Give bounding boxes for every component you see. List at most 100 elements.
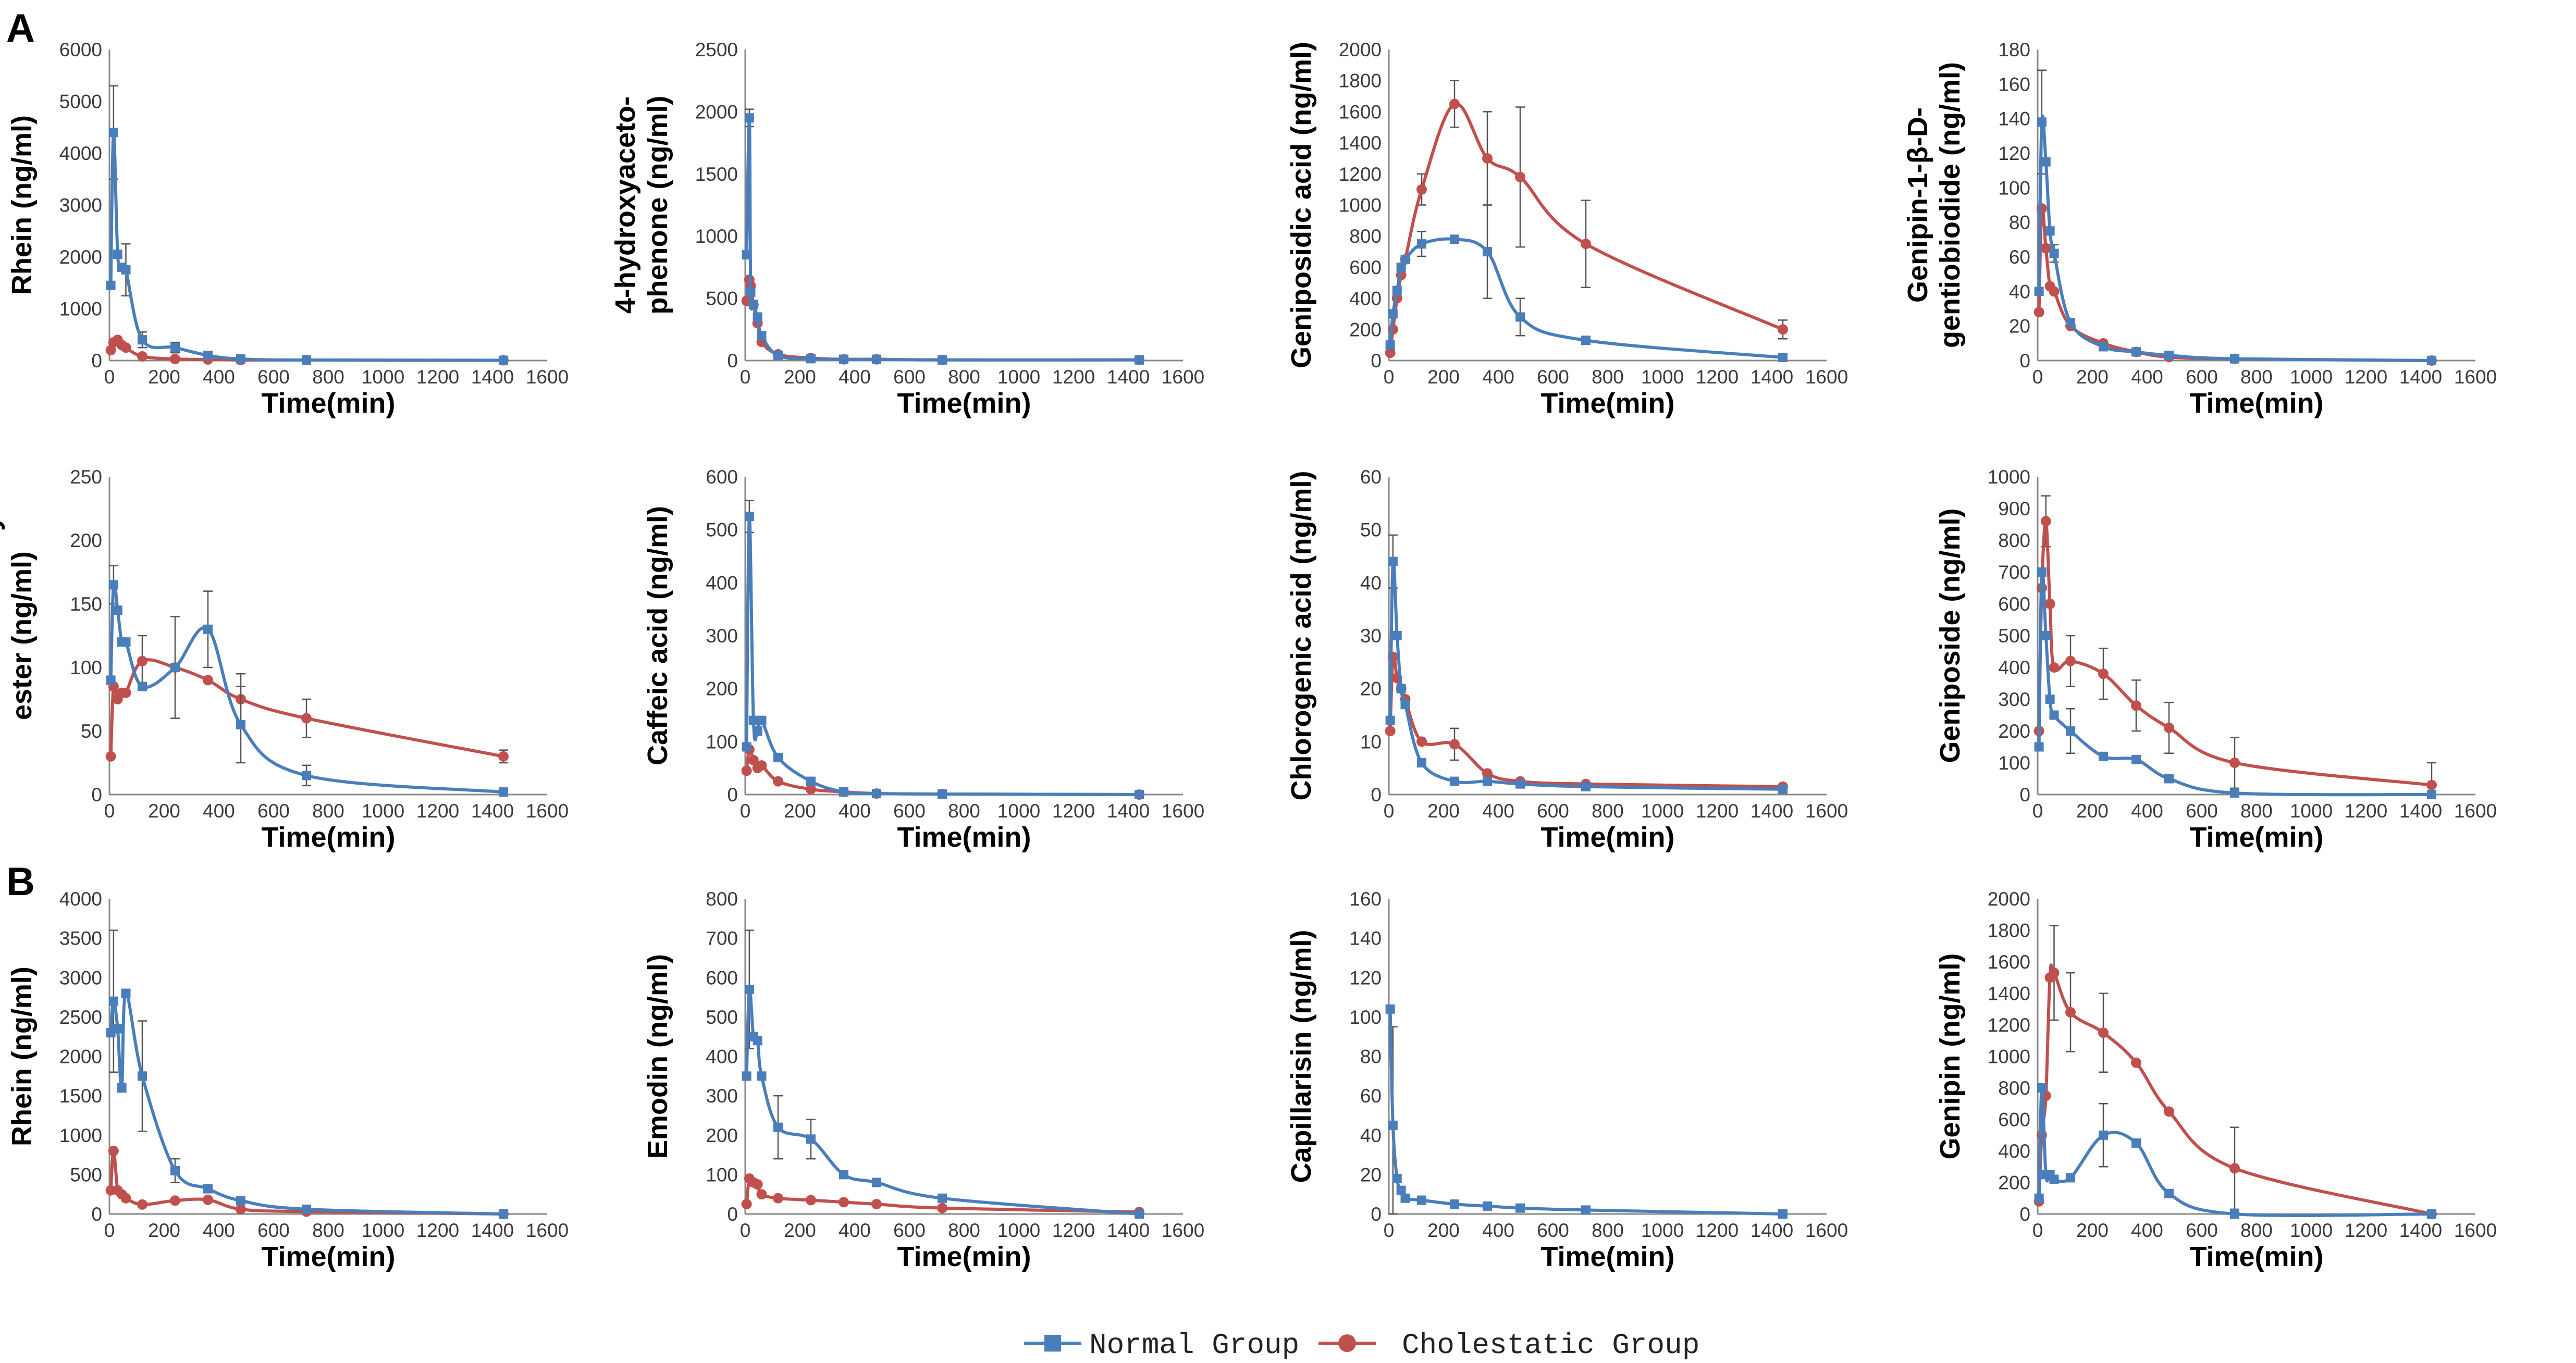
y-axis-title: Rhein (ng/ml) xyxy=(6,115,38,295)
x-tick-label: 1000 xyxy=(362,1220,404,1241)
y-tick-label: 1500 xyxy=(59,1085,102,1107)
x-tick-label: 600 xyxy=(2186,800,2218,822)
series-normal-group xyxy=(1385,1004,1788,1219)
data-point xyxy=(2065,655,2076,666)
data-point xyxy=(1417,758,1426,767)
x-tick-label: 600 xyxy=(257,1220,290,1241)
y-tick-label: 140 xyxy=(1998,108,2030,130)
x-tick-label: 1400 xyxy=(1751,800,1793,822)
y-tick-label: 140 xyxy=(1349,928,1382,949)
x-tick-label: 600 xyxy=(257,800,290,822)
data-point xyxy=(1515,312,1525,322)
y-tick-label: 600 xyxy=(1998,1109,2030,1131)
x-tick-label: 1600 xyxy=(1805,366,1848,388)
y-tick-label: 1400 xyxy=(1339,132,1382,154)
data-point xyxy=(498,751,509,762)
x-tick-label: 1200 xyxy=(416,800,459,822)
data-point xyxy=(1385,1004,1395,1014)
data-point xyxy=(2131,754,2141,764)
x-tick-label: 1600 xyxy=(526,800,569,822)
y-tick-label: 0 xyxy=(727,350,738,371)
series-cholestatic-group xyxy=(105,616,509,764)
y-tick-label: 200 xyxy=(1998,1172,2030,1194)
data-point xyxy=(2164,1188,2174,1198)
data-point xyxy=(1135,790,1144,799)
y-tick-label: 0 xyxy=(2019,350,2030,371)
series-normal-group xyxy=(106,930,508,1219)
series-cholestatic-group xyxy=(2033,495,2437,796)
data-point xyxy=(499,355,508,365)
data-point xyxy=(744,984,754,994)
y-tick-label: 180 xyxy=(1998,39,2030,60)
data-point xyxy=(113,250,122,259)
y-tick-label: 80 xyxy=(1360,1046,1382,1068)
y-tick-label: 500 xyxy=(1998,625,2030,647)
y-tick-label: 800 xyxy=(706,888,738,910)
data-point xyxy=(1385,348,1396,358)
y-axis-title: Geniposidic acid (ng/ml) xyxy=(1286,42,1317,368)
y-tick-label: 500 xyxy=(706,519,738,541)
x-tick-label: 400 xyxy=(839,366,871,388)
y-tick-label: 5000 xyxy=(59,91,102,113)
data-point xyxy=(2036,203,2047,214)
x-tick-label: 200 xyxy=(148,1220,180,1241)
x-tick-label: 1200 xyxy=(416,366,459,388)
x-tick-label: 400 xyxy=(2131,1220,2163,1241)
y-tick-label: 100 xyxy=(1998,752,2030,774)
data-point xyxy=(1778,784,1788,794)
data-point xyxy=(744,512,754,522)
x-tick-label: 800 xyxy=(1592,366,1624,388)
y-tick-label: 1800 xyxy=(1988,920,2030,941)
series-normal-group xyxy=(2034,1083,2436,1219)
y-tick-label: 1000 xyxy=(59,299,102,320)
y-tick-label: 60 xyxy=(1360,1085,1382,1107)
data-point xyxy=(108,1146,119,1156)
legend-label-cholestatic-group: Cholestatic Group xyxy=(1402,1329,1699,1362)
x-tick-label: 1600 xyxy=(526,366,569,388)
x-tick-label: 600 xyxy=(893,800,926,822)
data-point xyxy=(2034,742,2044,752)
x-tick-label: 1600 xyxy=(2454,1220,2497,1241)
data-point xyxy=(742,742,751,752)
x-tick-label: 1600 xyxy=(1805,1220,1848,1241)
y-tick-label: 10 xyxy=(1360,731,1382,752)
data-point xyxy=(1417,239,1426,249)
y-axis-title: Genipin-1-β-D- xyxy=(1902,107,1933,303)
y-tick-label: 2500 xyxy=(695,39,738,60)
x-tick-label: 1400 xyxy=(1107,800,1150,822)
data-point xyxy=(105,751,116,762)
series-normal-group xyxy=(1385,534,1788,794)
data-point xyxy=(2034,1193,2044,1203)
x-tick-label: 1000 xyxy=(362,366,404,388)
y-tick-label: 3500 xyxy=(59,928,102,949)
data-point xyxy=(806,776,816,786)
y-tick-label: 1000 xyxy=(695,226,738,247)
x-tick-label: 800 xyxy=(948,800,980,822)
data-point xyxy=(2049,1174,2059,1184)
data-point xyxy=(872,1178,881,1187)
series-normal-group xyxy=(1385,204,1788,363)
data-point xyxy=(2099,1130,2108,1140)
data-point xyxy=(2037,117,2047,127)
data-point xyxy=(872,354,881,364)
y-axis-title: Rhein (ng/ml) xyxy=(6,967,38,1146)
x-tick-label: 400 xyxy=(1482,800,1514,822)
series-line-normal-group xyxy=(745,515,1140,796)
legend-item-cholestatic-group: Cholestatic Group xyxy=(1318,1329,1699,1362)
data-point xyxy=(2131,1138,2141,1148)
series-line-cholestatic-group xyxy=(745,277,1140,362)
x-tick-label: 600 xyxy=(1537,1220,1569,1241)
y-tick-label: 200 xyxy=(1998,721,2030,742)
series-normal-group xyxy=(742,500,1144,799)
x-tick-label: 1200 xyxy=(416,1220,459,1241)
x-tick-label: 1000 xyxy=(997,800,1040,822)
data-point xyxy=(1515,779,1525,789)
x-tick-label: 1400 xyxy=(2399,1220,2442,1241)
data-point xyxy=(773,1122,783,1132)
series-normal-group xyxy=(742,108,1144,365)
legend-marker-normal-group xyxy=(1044,1335,1061,1352)
data-point xyxy=(108,996,118,1006)
y-tick-label: 600 xyxy=(1998,593,2030,615)
data-point xyxy=(2427,1209,2436,1219)
x-tick-label: 800 xyxy=(948,366,980,388)
